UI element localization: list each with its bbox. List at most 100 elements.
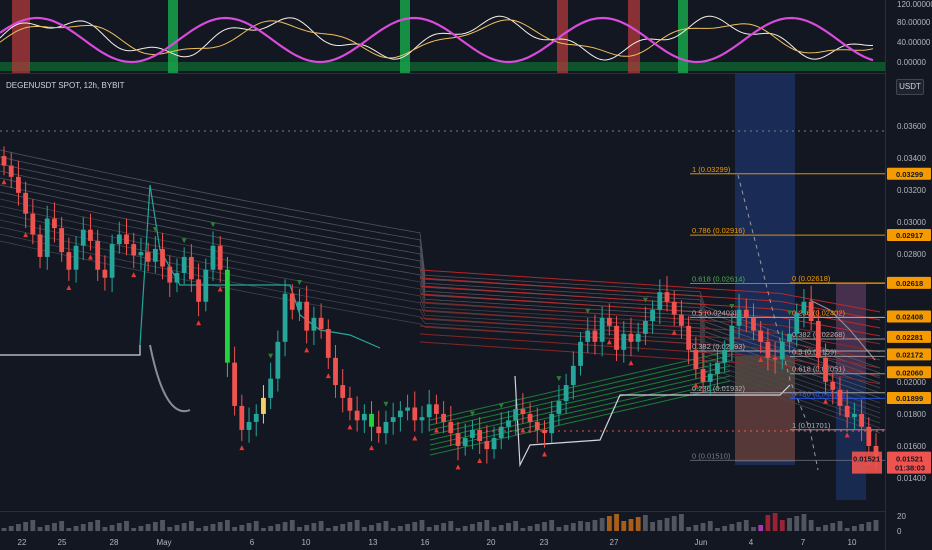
candle-body xyxy=(8,165,14,177)
volume-bar xyxy=(124,521,129,531)
candle-body xyxy=(433,404,439,414)
sell-signal-arrow xyxy=(433,427,439,433)
volume-bar xyxy=(801,514,807,531)
buy-signal-arrow xyxy=(152,227,158,233)
white-stop-line xyxy=(0,345,791,468)
sell-signal-arrow xyxy=(23,232,29,238)
date-tick-label: 7 xyxy=(801,538,806,547)
date-tick-label: 23 xyxy=(540,538,549,547)
volume-bar xyxy=(722,526,728,531)
volume-bar xyxy=(340,524,346,531)
candle-body xyxy=(736,309,742,326)
forecast-orange-zone xyxy=(735,356,795,462)
price-tick-label: 0.01600 xyxy=(897,442,926,451)
volume-bar xyxy=(145,524,151,531)
sell-signal-arrow xyxy=(758,357,764,363)
volume-bar xyxy=(297,527,302,531)
candle-body xyxy=(707,373,713,382)
volume-bar xyxy=(225,520,230,531)
candle-body xyxy=(160,248,165,267)
volume-bar xyxy=(599,518,605,531)
ma-ribbon-green xyxy=(429,380,731,451)
price-tick-label: 0.01800 xyxy=(897,410,926,419)
candle-body xyxy=(52,218,57,229)
ma-ribbon-green xyxy=(429,365,731,436)
date-tick-label: 20 xyxy=(487,538,496,547)
volume-bar xyxy=(80,524,86,531)
volume-bar xyxy=(707,521,713,531)
ma-ribbon-green xyxy=(429,375,731,446)
ma-ribbon-line xyxy=(0,240,881,434)
volume-bar xyxy=(44,525,50,531)
osc-tick-label: 120.00000 xyxy=(897,0,932,9)
volume-bar xyxy=(664,518,670,531)
candle-body xyxy=(671,301,677,315)
candle-body xyxy=(823,357,828,382)
volume-bar xyxy=(448,521,454,531)
candle-body xyxy=(866,426,872,446)
candle-body xyxy=(88,229,93,241)
volume-bar xyxy=(160,520,165,531)
fib-label-left: 0.382 (0.02193) xyxy=(692,342,745,351)
volume-bar xyxy=(253,521,259,531)
candle-body xyxy=(844,405,850,418)
candle-body xyxy=(167,266,173,283)
candle-body xyxy=(145,252,151,262)
candle-body xyxy=(570,365,576,386)
candle-body xyxy=(556,401,562,414)
volume-bar xyxy=(30,520,36,531)
volume-bar xyxy=(361,527,367,531)
candle-body xyxy=(470,429,475,438)
candle-body xyxy=(441,413,447,422)
sell-signal-arrow xyxy=(347,424,353,430)
volume-bar xyxy=(383,521,389,531)
grey-curve xyxy=(149,344,191,413)
candle-body xyxy=(650,309,655,322)
volume-bar xyxy=(1,528,7,531)
candle-body xyxy=(578,341,583,366)
volume-bar xyxy=(433,525,439,531)
buy-signal-arrow xyxy=(642,297,648,303)
volume-bar xyxy=(405,524,410,531)
candle-body xyxy=(715,362,720,374)
candle-body xyxy=(297,301,302,310)
candle-body xyxy=(794,312,800,334)
fib-label-left: 0.5 (0.02403) xyxy=(692,308,737,317)
candle-body xyxy=(354,410,360,421)
osc-green-zone xyxy=(678,0,688,73)
candle-body xyxy=(664,292,670,302)
osc-line-purple xyxy=(0,16,874,64)
candle-body xyxy=(37,234,43,257)
candle-body xyxy=(59,228,65,253)
candle-body xyxy=(181,256,187,273)
candle-body xyxy=(751,317,756,331)
date-tick-label: 22 xyxy=(18,538,27,547)
candle-body xyxy=(542,429,547,434)
volume-bar xyxy=(491,527,497,531)
volume-bar xyxy=(376,523,382,531)
candle-body xyxy=(361,413,367,421)
price-badge xyxy=(887,348,931,361)
price-pane: 1 (0.03299) 0.786 (0.02916) 0.618 (0.02614… xyxy=(0,73,885,500)
sell-signal-arrow xyxy=(87,254,93,260)
volume-bar xyxy=(498,525,504,531)
volume-bar xyxy=(232,527,238,531)
price-badge xyxy=(887,310,931,323)
currency-button[interactable]: USDT xyxy=(896,79,924,95)
candle-body xyxy=(686,325,692,350)
volume-bar xyxy=(657,520,663,531)
candle-body xyxy=(275,341,281,379)
sell-signal-arrow xyxy=(693,382,699,388)
price-badge xyxy=(887,392,931,405)
candle-body xyxy=(498,426,504,438)
candle-body xyxy=(253,413,259,422)
osc-green-zone xyxy=(168,0,178,73)
price-badge-label: 0.02618 xyxy=(896,279,923,288)
fib-label-left: 0.618 (0.02614) xyxy=(692,275,745,284)
fib-label-right: 0.5 (0.02159) xyxy=(792,347,837,356)
volume-bar xyxy=(520,528,526,531)
osc-line-yellow xyxy=(0,19,874,59)
volume-tick-label: 20 xyxy=(897,512,906,521)
date-tick-label: 25 xyxy=(58,538,67,547)
